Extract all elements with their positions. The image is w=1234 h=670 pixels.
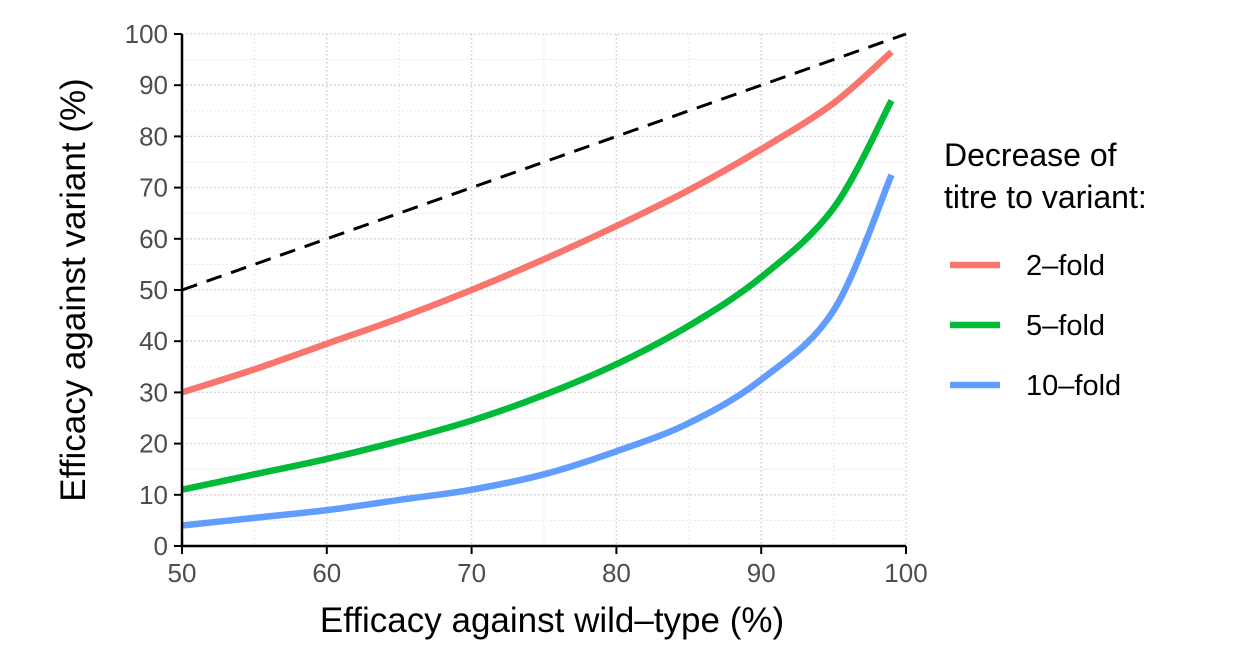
- series-line-2: [181, 99, 895, 493]
- y-tick-label-80: 80: [139, 121, 168, 151]
- y-tick-label-10: 10: [139, 480, 168, 510]
- legend-label-3: 10–fold: [1026, 370, 1121, 402]
- series-line-1: [181, 49, 894, 396]
- x-tick-label-60: 60: [312, 558, 341, 588]
- x-tick-label-80: 80: [602, 558, 631, 588]
- legend-items: 2–fold 5–fold 10–fold: [950, 250, 1121, 402]
- legend-title-line-2: titre to variant:: [944, 179, 1147, 215]
- x-tick-label-70: 70: [457, 558, 486, 588]
- legend-title-line-1: Decrease of: [944, 137, 1117, 173]
- x-tick-label-100: 100: [884, 558, 927, 588]
- y-tick-label-70: 70: [139, 173, 168, 203]
- axes: [174, 33, 907, 554]
- tick-labels: 50 60 70 80 90 100 0 10 20 30 40 50 60 70 80 90 100: [125, 19, 928, 588]
- x-tick-label-90: 90: [747, 558, 776, 588]
- series-lines: [181, 49, 895, 529]
- y-tick-label-40: 40: [139, 326, 168, 356]
- y-tick-label-50: 50: [139, 275, 168, 305]
- legend-label-1: 2–fold: [1026, 250, 1105, 282]
- grid-lines: [182, 33, 907, 546]
- series-line-3: [181, 173, 895, 529]
- y-tick-label-0: 0: [154, 531, 168, 561]
- y-tick-label-90: 90: [139, 70, 168, 100]
- y-tick-label-30: 30: [139, 377, 168, 407]
- y-axis-title: Efficacy against variant (%): [54, 78, 93, 501]
- x-tick-label-50: 50: [168, 558, 197, 588]
- y-tick-label-60: 60: [139, 224, 168, 254]
- reference-line-group: [181, 32, 907, 292]
- y-tick-label-100: 100: [125, 19, 168, 49]
- legend-label-2: 5–fold: [1026, 310, 1105, 342]
- x-axis-title: Efficacy against wild–type (%): [320, 601, 784, 640]
- legend: Decrease of titre to variant: 2–fold 5–fo…: [944, 137, 1147, 402]
- y-tick-label-20: 20: [139, 429, 168, 459]
- reference-line: [181, 32, 907, 292]
